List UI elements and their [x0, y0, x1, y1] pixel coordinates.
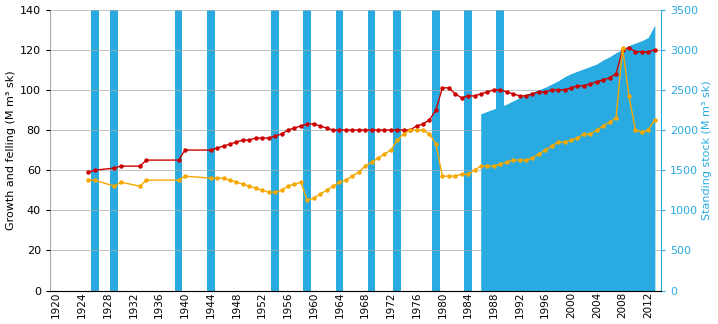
Bar: [304, 9, 311, 291]
Bar: [207, 9, 215, 291]
Bar: [432, 9, 440, 291]
Bar: [335, 9, 343, 291]
Bar: [111, 9, 118, 291]
Y-axis label: Growth and felling (M m³ sk): Growth and felling (M m³ sk): [6, 70, 16, 230]
Bar: [271, 9, 279, 291]
Y-axis label: Standing stock (M m³ sk): Standing stock (M m³ sk): [702, 80, 712, 220]
Bar: [174, 9, 182, 291]
Bar: [91, 9, 99, 291]
Bar: [393, 9, 401, 291]
Bar: [465, 9, 472, 291]
Bar: [496, 9, 504, 291]
Bar: [368, 9, 376, 291]
